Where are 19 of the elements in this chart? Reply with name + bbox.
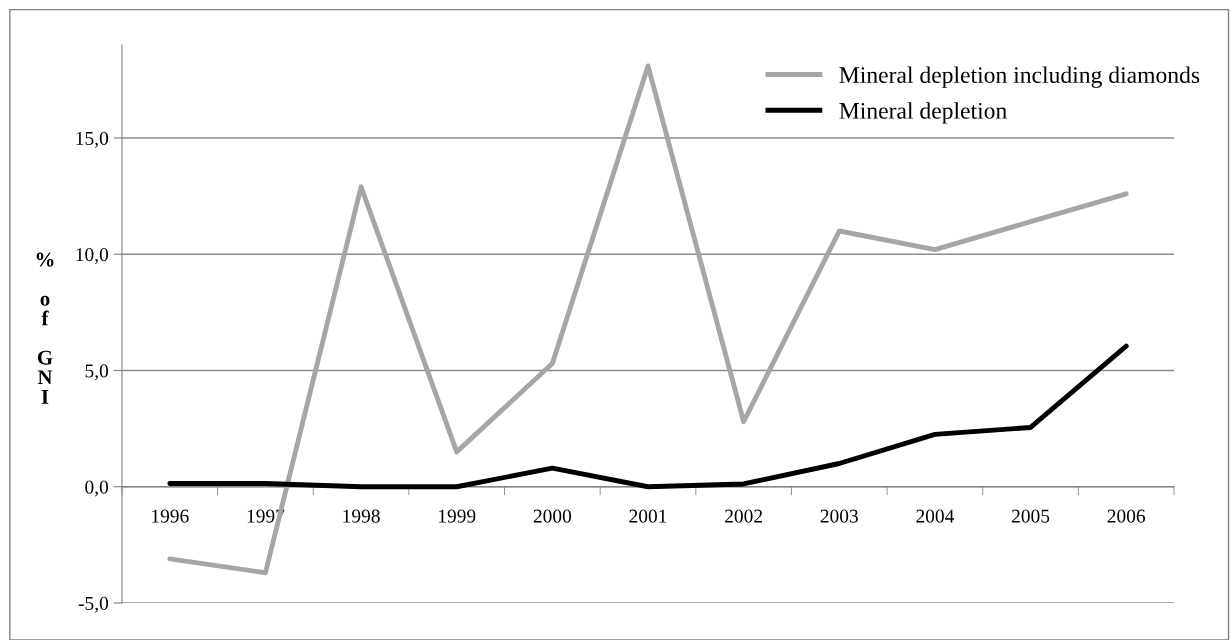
x-tick-label: 1998	[343, 509, 380, 523]
x-tick-label: 2004	[916, 509, 955, 523]
x-tick-label: 2005	[1011, 509, 1050, 523]
y-tick-label: 0,0	[85, 480, 109, 497]
y-tick-label: 5,0	[85, 364, 109, 381]
x-tick-label: 2001	[629, 509, 667, 523]
x-tick-label: 1999	[438, 509, 476, 523]
y-tick-label: 10,0	[76, 248, 109, 264]
x-tick-label: 1996	[152, 509, 189, 523]
x-tick-label: 2006	[1107, 509, 1146, 523]
text: % of GNI	[36, 252, 54, 404]
legend-label: Mineral depletion	[839, 102, 1007, 124]
y-tick-label: -5,0	[78, 596, 109, 613]
legend-label: Mineral depletion including diamonds	[839, 66, 1200, 88]
x-tick-label: 2000	[533, 509, 572, 523]
y-tick-label: 15,0	[76, 131, 109, 148]
line-series	[167, 343, 1129, 490]
x-tick-label: 2003	[820, 509, 858, 523]
x-tick-label: 2002	[725, 509, 763, 523]
